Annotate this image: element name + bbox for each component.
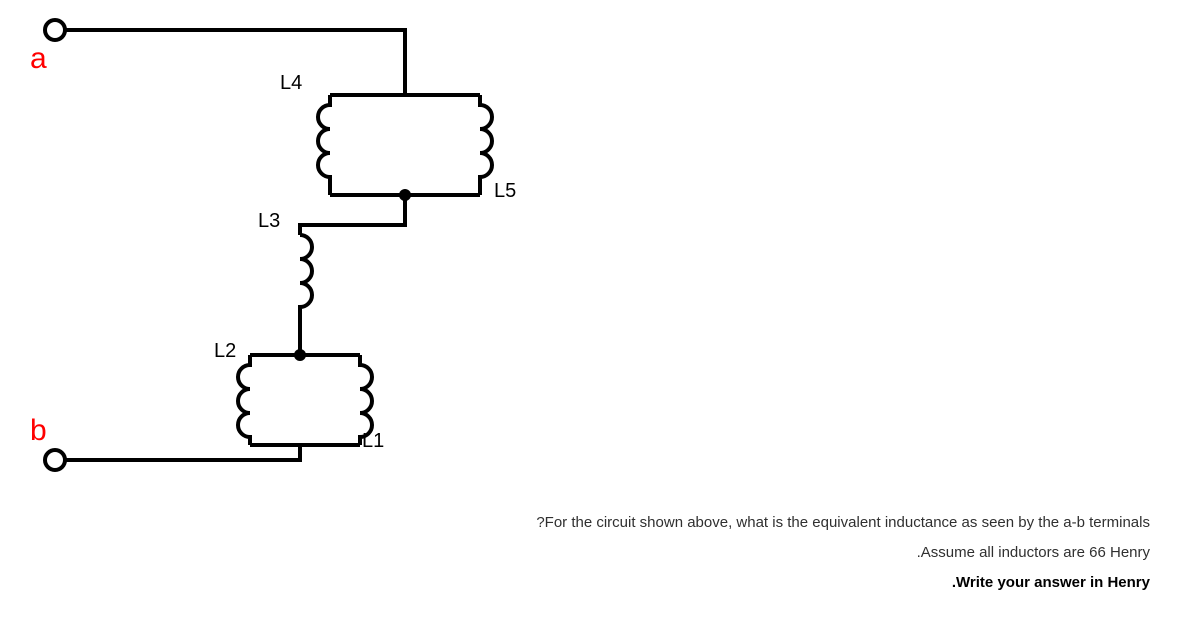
inductor-L4: [318, 95, 330, 195]
inductor-L2: [238, 355, 250, 445]
terminal-a-label: a: [30, 42, 47, 76]
terminal-b: [45, 450, 65, 470]
wire-a-top: [65, 30, 405, 95]
label-L3: L3: [258, 210, 280, 233]
terminal-a: [45, 20, 65, 40]
wire-bottom-parallel-to-b: [65, 445, 300, 460]
wire-to-L3: [300, 195, 405, 235]
label-L1: L1: [362, 430, 384, 453]
terminal-b-label: b: [30, 414, 47, 448]
inductor-L5: [480, 95, 492, 195]
question-block: ?For the circuit shown above, what is th…: [536, 508, 1150, 598]
label-L2: L2: [214, 340, 236, 363]
inductor-L3: [300, 235, 312, 320]
label-L5: L5: [494, 180, 516, 203]
label-L4: L4: [280, 72, 302, 95]
root: a b L4 L5 L3 L2 L1 ?For the circuit show…: [0, 0, 1180, 618]
question-line2: .Assume all inductors are 66 Henry: [536, 538, 1150, 568]
question-line3: .Write your answer in Henry: [536, 568, 1150, 598]
question-line1: ?For the circuit shown above, what is th…: [536, 508, 1150, 538]
